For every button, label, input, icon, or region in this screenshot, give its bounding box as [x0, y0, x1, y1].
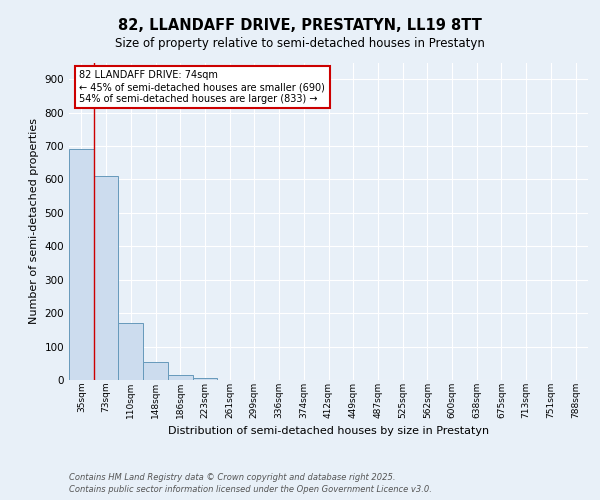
Text: 82 LLANDAFF DRIVE: 74sqm
← 45% of semi-detached houses are smaller (690)
54% of : 82 LLANDAFF DRIVE: 74sqm ← 45% of semi-d…	[79, 70, 325, 104]
Text: 82, LLANDAFF DRIVE, PRESTATYN, LL19 8TT: 82, LLANDAFF DRIVE, PRESTATYN, LL19 8TT	[118, 18, 482, 32]
Y-axis label: Number of semi-detached properties: Number of semi-detached properties	[29, 118, 39, 324]
Text: Size of property relative to semi-detached houses in Prestatyn: Size of property relative to semi-detach…	[115, 38, 485, 51]
Bar	[118, 323, 143, 380]
X-axis label: Distribution of semi-detached houses by size in Prestatyn: Distribution of semi-detached houses by …	[168, 426, 489, 436]
Bar	[94, 176, 118, 380]
Text: Contains public sector information licensed under the Open Government Licence v3: Contains public sector information licen…	[69, 485, 432, 494]
Bar	[193, 378, 217, 380]
Bar	[69, 150, 94, 380]
Bar	[143, 362, 168, 380]
Bar	[168, 375, 193, 380]
Text: Contains HM Land Registry data © Crown copyright and database right 2025.: Contains HM Land Registry data © Crown c…	[69, 472, 395, 482]
